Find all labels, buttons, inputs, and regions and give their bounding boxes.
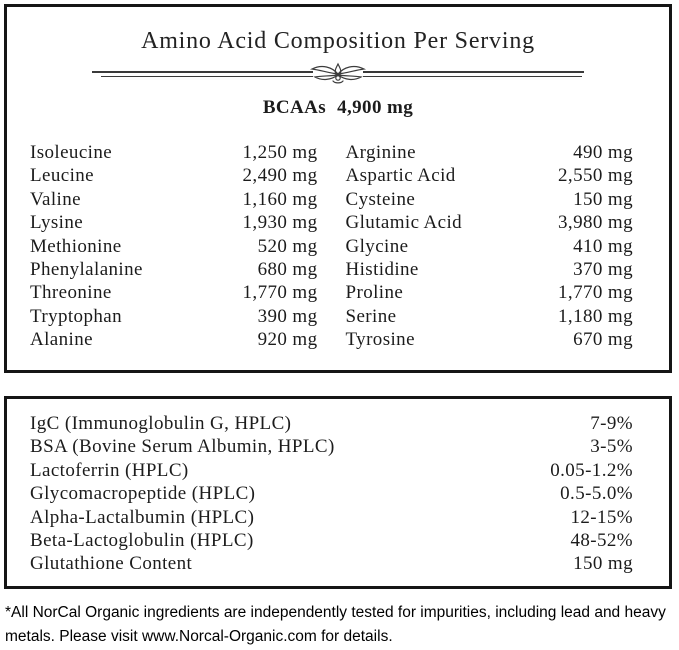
- ingredient-name: Histidine: [345, 259, 419, 281]
- table-row: Tryptophan 390 mg: [30, 305, 318, 328]
- footnote: *All NorCal Organic ingredients are inde…: [5, 604, 666, 645]
- ingredient-name: Phenylalanine: [30, 259, 143, 281]
- table-row: Valine 1,160 mg: [30, 188, 318, 211]
- amino-column-left: Isoleucine 1,250 mg Leucine 2,490 mg Valine 1…: [30, 141, 318, 352]
- table-row: Methionine 520 mg: [30, 235, 318, 258]
- ingredient-name: Proline: [345, 282, 404, 304]
- table-row: Arginine 490 mg: [346, 141, 634, 164]
- ingredient-amount: 150 mg: [573, 188, 633, 210]
- ingredient-amount: 390 mg: [257, 305, 318, 327]
- bcaa-total-line: BCAAs 4,900 mg: [7, 96, 669, 120]
- bcaa-value: 4,900 mg: [337, 97, 414, 118]
- ingredient-name: IgC (Immunoglobulin G, HPLC): [30, 413, 292, 434]
- ingredient-name: Glycine: [345, 235, 409, 257]
- ingredient-amount: 7-9%: [590, 413, 633, 434]
- table-row: Leucine 2,490 mg: [30, 164, 318, 187]
- table-row: Glutamic Acid 3,980 mg: [346, 211, 634, 234]
- ingredient-amount: 490 mg: [573, 142, 633, 163]
- ingredient-amount: 1,180 mg: [558, 305, 633, 327]
- ingredient-amount: 0.05-1.2%: [550, 459, 633, 481]
- ingredient-amount: 150 mg: [573, 553, 633, 575]
- ingredient-amount: 1,160 mg: [242, 188, 318, 210]
- table-row: Serine 1,180 mg: [346, 305, 634, 328]
- table-row: Glutathione Content 150 mg: [30, 552, 633, 575]
- table-row: Beta-Lactoglobulin (HPLC) 48-52%: [30, 529, 633, 552]
- ingredient-name: Lactoferrin (HPLC): [30, 459, 189, 481]
- ingredient-name: Leucine: [30, 165, 94, 187]
- ingredient-name: Arginine: [345, 142, 416, 163]
- ingredient-amount: 12-15%: [570, 506, 633, 528]
- amino-acid-panel: Amino Acid Composition Per Serving BCAAs…: [4, 4, 672, 373]
- ingredient-amount: 3-5%: [590, 436, 633, 458]
- panel-title: Amino Acid Composition Per Serving: [141, 28, 535, 54]
- table-row: Proline 1,770 mg: [346, 281, 634, 304]
- decorative-divider: [92, 62, 584, 84]
- ingredient-name: Glutamic Acid: [345, 212, 463, 234]
- table-row: Aspartic Acid 2,550 mg: [346, 164, 634, 187]
- bcaa-label: BCAAs: [262, 97, 327, 118]
- ingredient-amount: 680 mg: [257, 259, 318, 281]
- ingredient-name: Aspartic Acid: [345, 165, 456, 187]
- fleuron-ornament-icon: [309, 62, 367, 84]
- table-row: Glycomacropeptide (HPLC) 0.5-5.0%: [30, 482, 633, 505]
- ingredient-name: Isoleucine: [30, 142, 113, 163]
- ingredient-amount: 2,550 mg: [558, 165, 633, 187]
- ingredient-amount: 520 mg: [257, 235, 318, 257]
- ingredient-name: Valine: [30, 188, 81, 210]
- ingredient-amount: 1,770 mg: [558, 282, 633, 304]
- ingredient-name: Methionine: [30, 235, 122, 257]
- table-row: IgC (Immunoglobulin G, HPLC) 7-9%: [30, 412, 633, 435]
- ingredient-amount: 0.5-5.0%: [560, 483, 633, 505]
- table-row: Alpha-Lactalbumin (HPLC) 12-15%: [30, 506, 633, 529]
- amino-acid-table: Isoleucine 1,250 mg Leucine 2,490 mg Valine 1…: [7, 141, 669, 352]
- ingredient-amount: 920 mg: [257, 329, 318, 351]
- table-row: Threonine 1,770 mg: [30, 281, 318, 304]
- ingredient-name: Tryptophan: [30, 305, 122, 327]
- table-row: Lysine 1,930 mg: [30, 211, 318, 234]
- ingredient-name: BSA (Bovine Serum Albumin, HPLC): [30, 436, 335, 458]
- table-row: Isoleucine 1,250 mg: [30, 141, 318, 164]
- ingredient-name: Alpha-Lactalbumin (HPLC): [30, 506, 255, 528]
- ingredient-amount: 3,980 mg: [558, 212, 633, 234]
- amino-column-right: Arginine 490 mg Aspartic Acid 2,550 mg Cyste…: [346, 141, 634, 352]
- ingredient-name: Glutathione Content: [30, 553, 193, 575]
- table-row: Phenylalanine 680 mg: [30, 258, 318, 281]
- ingredient-name: Glycomacropeptide (HPLC): [30, 483, 256, 505]
- ingredient-name: Beta-Lactoglobulin (HPLC): [30, 530, 254, 552]
- table-row: Glycine 410 mg: [346, 235, 634, 258]
- table-row: Cysteine 150 mg: [346, 188, 634, 211]
- table-row: BSA (Bovine Serum Albumin, HPLC) 3-5%: [30, 435, 633, 458]
- ingredient-name: Threonine: [30, 282, 112, 304]
- ingredient-name: Tyrosine: [345, 329, 415, 351]
- ingredient-amount: 670 mg: [573, 329, 633, 351]
- ingredient-name: Cysteine: [345, 188, 416, 210]
- ingredient-amount: 48-52%: [570, 530, 633, 552]
- ingredient-name: Lysine: [30, 212, 84, 234]
- ingredient-amount: 1,770 mg: [242, 282, 318, 304]
- ingredient-amount: 370 mg: [573, 259, 633, 281]
- ingredient-amount: 2,490 mg: [242, 165, 318, 187]
- ingredient-amount: 1,930 mg: [242, 212, 318, 234]
- table-row: Histidine 370 mg: [346, 258, 634, 281]
- protein-fractions-panel: IgC (Immunoglobulin G, HPLC) 7-9% BSA (Bov…: [4, 396, 672, 589]
- table-row: Alanine 920 mg: [30, 328, 318, 351]
- ingredient-name: Alanine: [30, 329, 93, 351]
- ingredient-amount: 410 mg: [573, 235, 633, 257]
- ingredient-amount: 1,250 mg: [242, 142, 318, 163]
- table-row: Lactoferrin (HPLC) 0.05-1.2%: [30, 459, 633, 482]
- ingredient-name: Serine: [345, 305, 397, 327]
- table-row: Tyrosine 670 mg: [346, 328, 634, 351]
